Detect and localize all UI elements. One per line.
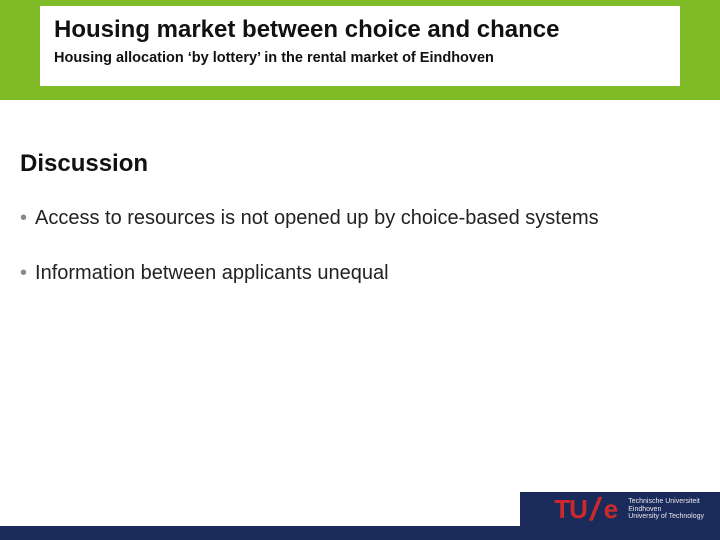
section-heading: Discussion [20, 150, 148, 178]
bullet-text: Information between applicants unequal [35, 260, 389, 287]
footer-bar-left [0, 526, 520, 540]
university-logo: TU / e Technische Universiteit Eindhoven… [554, 491, 704, 528]
slide: Housing market between choice and chance… [0, 0, 720, 540]
bullet-icon: • [20, 260, 27, 286]
logo-prefix: TU [554, 494, 587, 525]
logo-subtext: Technische Universiteit Eindhoven Univer… [628, 498, 704, 521]
title-box: Housing market between choice and chance… [40, 6, 680, 86]
slide-subtitle: Housing allocation ‘by lottery’ in the r… [54, 50, 666, 66]
logo-line1: Technische Universiteit [628, 498, 704, 506]
logo-line2: Eindhoven [628, 506, 704, 514]
logo-slash: / [587, 491, 604, 528]
footer-bar-right: TU / e Technische Universiteit Eindhoven… [520, 492, 720, 540]
bullet-list: • Access to resources is not opened up b… [20, 205, 680, 315]
bullet-text: Access to resources is not opened up by … [35, 205, 599, 232]
bullet-icon: • [20, 205, 27, 231]
slide-title: Housing market between choice and chance [54, 16, 666, 44]
logo-suffix: e [604, 494, 618, 525]
list-item: • Information between applicants unequal [20, 260, 680, 287]
footer: TU / e Technische Universiteit Eindhoven… [0, 492, 720, 540]
list-item: • Access to resources is not opened up b… [20, 205, 680, 232]
logo-line3: University of Technology [628, 513, 704, 521]
